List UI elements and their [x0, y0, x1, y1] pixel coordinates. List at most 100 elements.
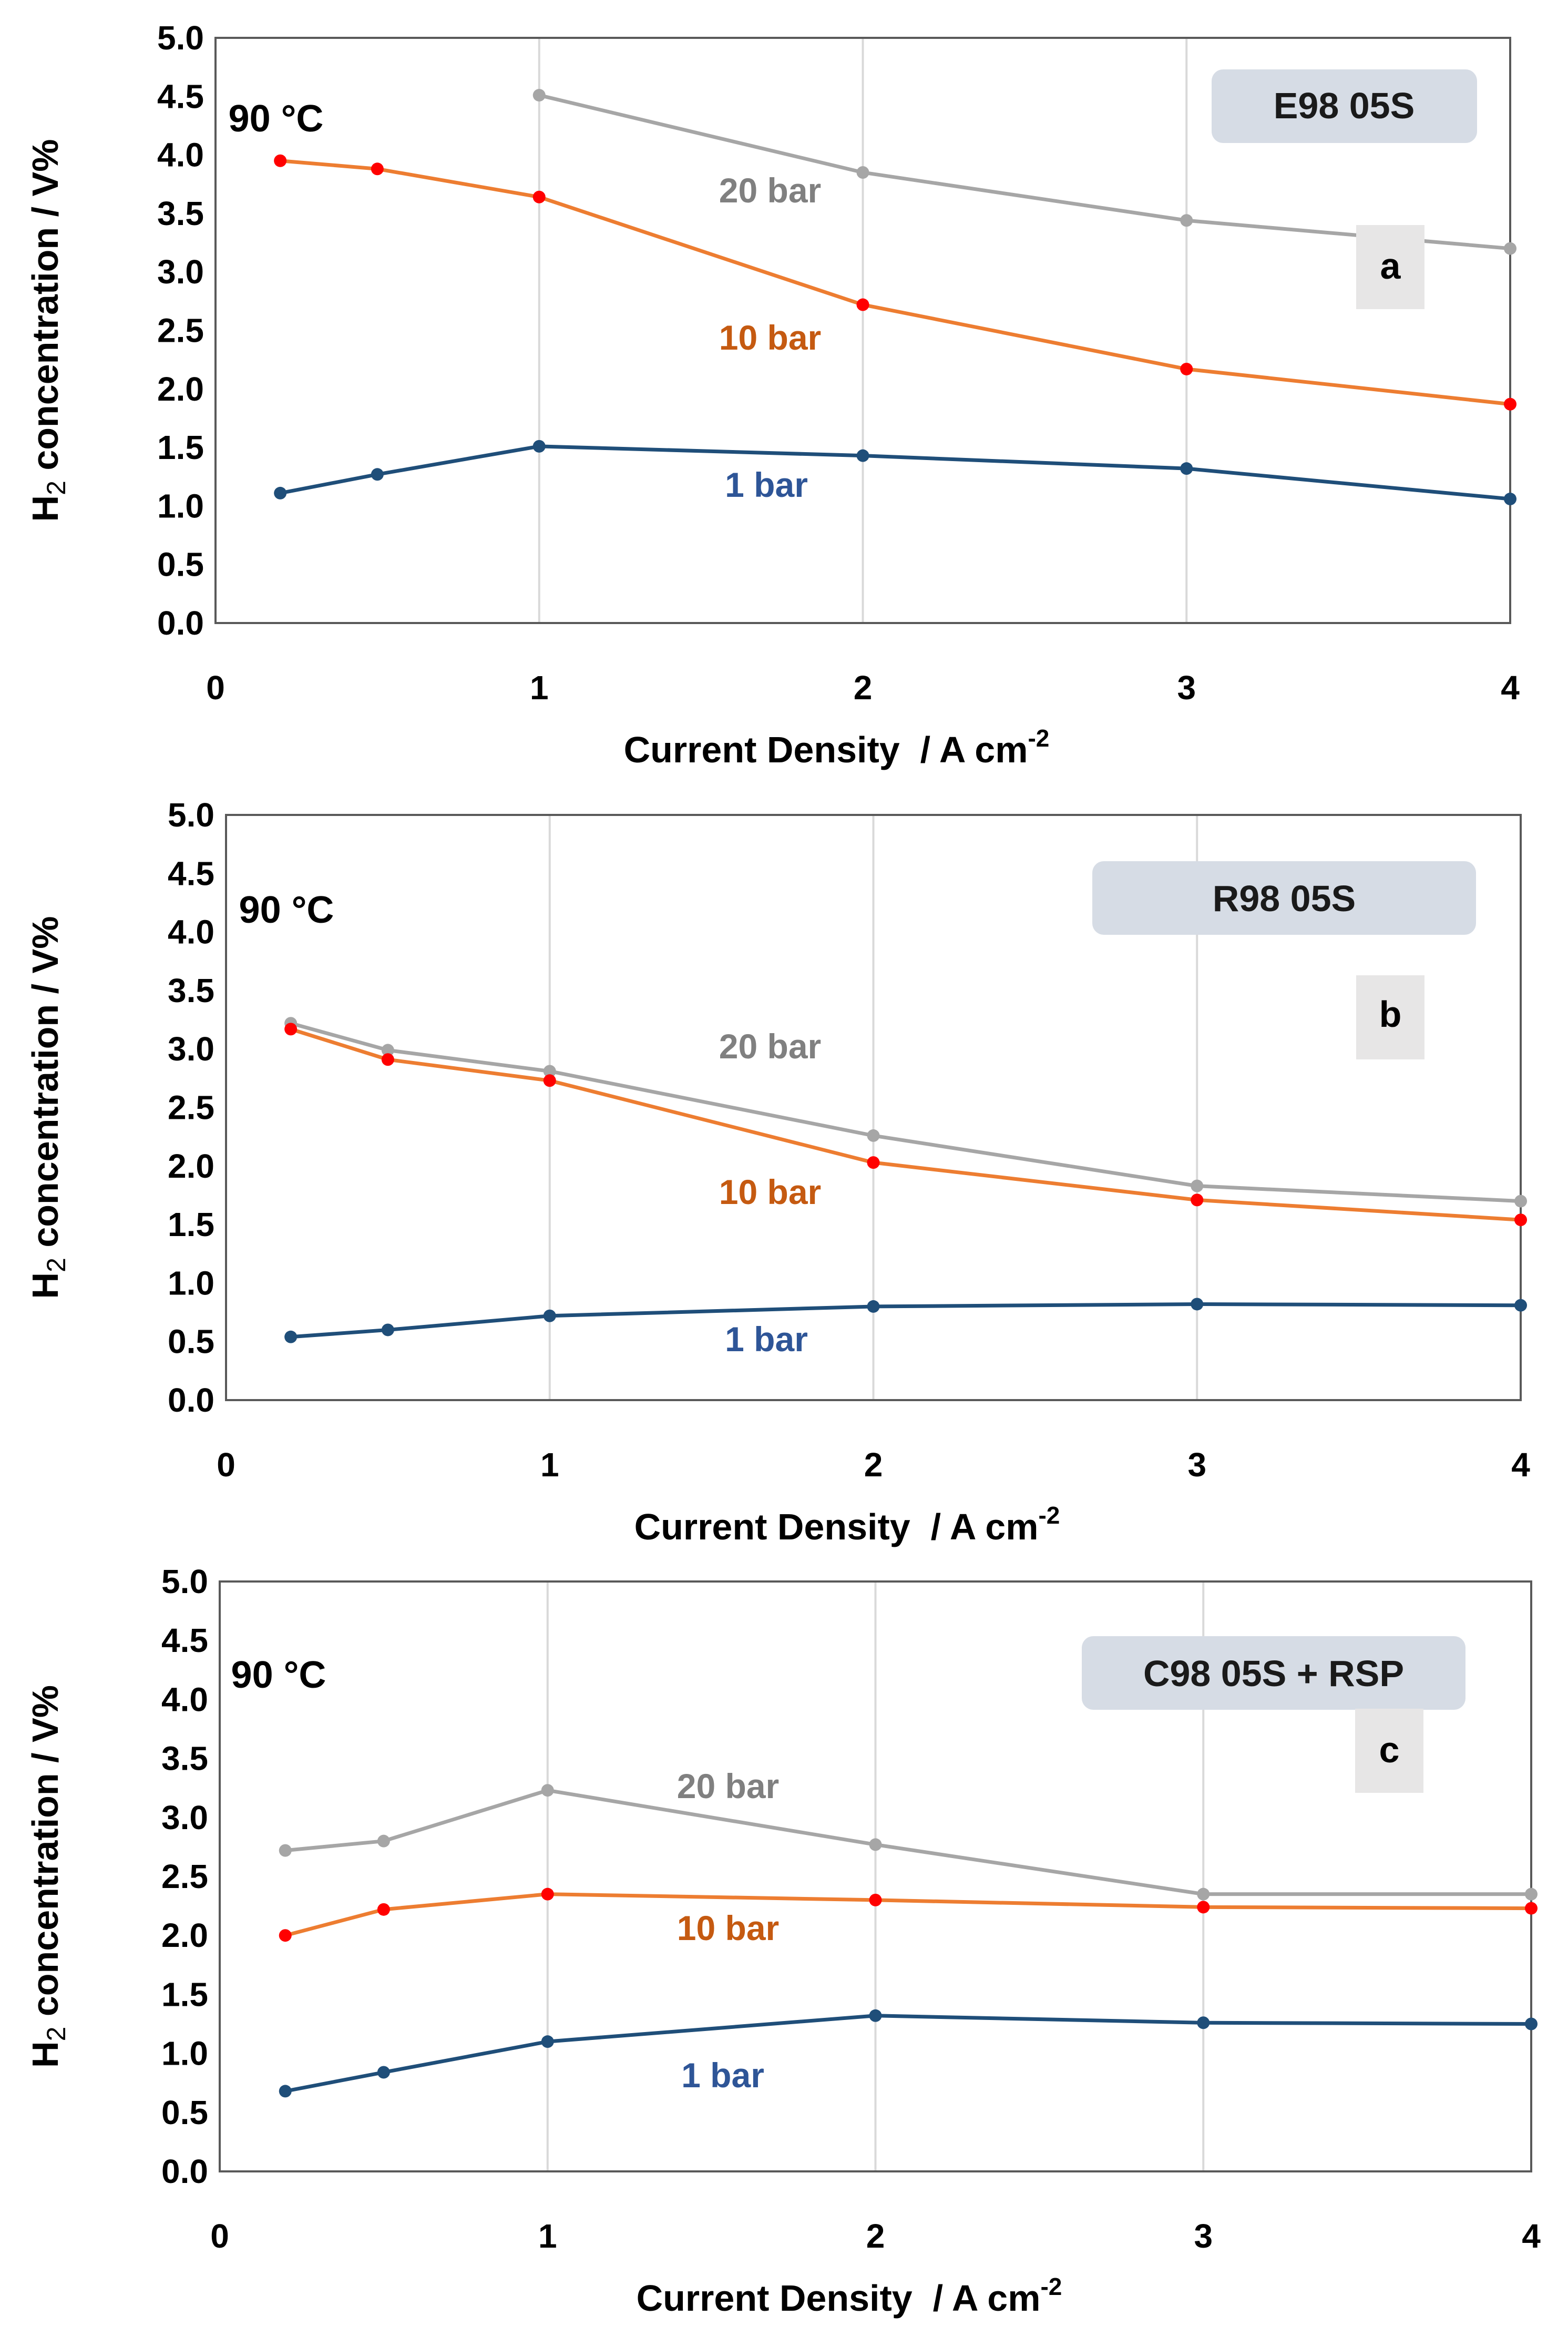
y-axis-title: H2 concentration / V%	[25, 139, 71, 522]
data-point-1-bar	[381, 1323, 394, 1336]
x-axis-title: Current Density / A cm-2	[634, 1502, 1060, 1547]
data-point-1-bar	[532, 440, 546, 453]
y-tick-label: 0.5	[157, 546, 204, 584]
x-axis-title-superscript: -2	[1038, 1502, 1060, 1529]
data-point-20-bar	[543, 1065, 556, 1078]
data-point-20-bar	[541, 1784, 554, 1797]
y-tick-label: 3.0	[161, 1799, 208, 1836]
data-point-10-bar	[279, 1929, 292, 1942]
y-axis-title-prefix: H	[25, 1272, 66, 1299]
series-label-20-bar: 20 bar	[677, 1767, 779, 1805]
data-point-10-bar	[856, 298, 869, 311]
series-line-20-bar	[538, 93, 1511, 251]
y-tick-label: 4.0	[168, 913, 214, 951]
series-line-10-bar	[280, 159, 1511, 406]
x-axis-title: Current Density / A cm-2	[637, 2273, 1062, 2319]
data-point-10-bar	[543, 1074, 556, 1087]
series-line-1-bar	[285, 2014, 1532, 2093]
series-label-10-bar: 10 bar	[719, 318, 821, 357]
data-point-1-bar	[377, 2066, 390, 2079]
y-tick-label: 3.5	[168, 972, 214, 1009]
x-tick-label: 0	[210, 2217, 229, 2255]
data-point-1-bar	[1514, 1299, 1527, 1312]
y-tick-label: 5.0	[161, 1563, 208, 1600]
sample-badge	[1092, 861, 1476, 935]
chart-panel-a: 0.0 0.5 1.0 1.5 2.0 2.5 3.0 3.5 4.0 4.5 5.0 0 1 2 3 4 Cu…	[25, 19, 1520, 770]
y-axis-title-subscript: 2	[42, 1258, 71, 1272]
series-label-10-bar: 10 bar	[719, 1172, 821, 1211]
data-point-1-bar	[869, 2009, 882, 2022]
x-axis-title-superscript: -2	[1040, 2273, 1062, 2300]
series-label-1-bar: 1 bar	[681, 2056, 764, 2095]
x-tick-label: 3	[1187, 1446, 1206, 1484]
y-tick-label: 5.0	[168, 796, 214, 834]
data-point-1-bar	[541, 2035, 554, 2048]
data-point-10-bar	[867, 1156, 880, 1169]
y-tick-label: 4.5	[157, 77, 204, 115]
series-line-1-bar	[280, 444, 1511, 501]
x-axis-title-text: Current Density / A cm	[637, 2278, 1041, 2319]
y-tick-label: 3.0	[168, 1030, 214, 1068]
data-point-10-bar	[274, 154, 287, 167]
y-tick-label: 2.5	[161, 1858, 208, 1895]
data-point-1-bar	[371, 468, 384, 481]
data-point-1-bar	[1504, 493, 1516, 506]
x-axis-title-superscript: -2	[1028, 724, 1049, 752]
y-axis-title-prefix: H	[25, 495, 66, 522]
series-line-1-bar	[290, 1302, 1521, 1339]
series-label-20-bar: 20 bar	[719, 1027, 821, 1066]
x-tick-label: 2	[864, 1446, 883, 1484]
data-point-20-bar	[532, 89, 546, 102]
data-point-20-bar	[279, 1844, 292, 1857]
x-tick-label: 0	[206, 669, 225, 707]
x-tick-label: 1	[538, 2217, 557, 2255]
data-point-1-bar	[856, 449, 869, 462]
y-axis-title-suffix: concentration / V%	[25, 139, 66, 481]
series-line-20-bar	[290, 1021, 1521, 1203]
y-tick-label: 2.5	[168, 1089, 214, 1127]
sample-badge	[1212, 69, 1477, 143]
data-point-20-bar	[381, 1044, 394, 1057]
x-tick-label: 2	[854, 669, 873, 707]
x-tick-label: 4	[1522, 2217, 1541, 2255]
data-point-1-bar	[1197, 2016, 1210, 2029]
data-point-10-bar	[381, 1053, 394, 1066]
panel-letter: a	[1380, 246, 1401, 287]
panel-letter-badge	[1355, 1709, 1423, 1793]
y-tick-label: 4.0	[157, 136, 204, 174]
chart-panel-b: 0.0 0.5 1.0 1.5 2.0 2.5 3.0 3.5 4.0 4.5 5.0 0 1 2 3 4 Cu…	[25, 796, 1530, 1547]
y-tick-label: 5.0	[157, 19, 204, 57]
x-tick-label: 2	[866, 2217, 885, 2255]
data-point-1-bar	[1525, 2017, 1538, 2030]
data-point-20-bar	[869, 1838, 882, 1851]
y-tick-label: 0.0	[161, 2152, 208, 2190]
data-point-1-bar	[279, 2085, 292, 2098]
sample-badge	[1082, 1636, 1465, 1710]
data-point-20-bar	[1514, 1195, 1527, 1208]
data-point-1-bar	[1180, 462, 1193, 475]
x-tick-label: 3	[1194, 2217, 1213, 2255]
y-tick-label: 1.0	[161, 2035, 208, 2073]
sample-badge-label: R98 05S	[1213, 878, 1356, 919]
panel-letter-badge	[1356, 225, 1424, 309]
y-tick-label: 1.5	[161, 1975, 208, 2013]
panel-letter: c	[1379, 1729, 1400, 1770]
series-line-10-bar	[284, 1892, 1532, 1937]
plot-area-border	[219, 1580, 1532, 2172]
y-axis-title-subscript: 2	[42, 481, 71, 495]
x-axis-title-text: Current Density / A cm	[634, 1506, 1039, 1547]
temperature-label: 90 °C	[229, 98, 324, 140]
data-point-10-bar	[1525, 1902, 1538, 1915]
x-axis-title-text: Current Density / A cm	[624, 729, 1028, 770]
data-point-20-bar	[856, 166, 869, 179]
data-point-10-bar	[377, 1903, 390, 1916]
data-point-10-bar	[532, 190, 546, 203]
data-point-20-bar	[1525, 1887, 1538, 1901]
data-point-1-bar	[867, 1300, 880, 1313]
temperature-label: 90 °C	[239, 889, 334, 931]
data-point-10-bar	[284, 1023, 298, 1036]
data-point-10-bar	[371, 162, 384, 176]
data-point-1-bar	[1191, 1298, 1204, 1311]
data-point-10-bar	[1180, 362, 1193, 375]
